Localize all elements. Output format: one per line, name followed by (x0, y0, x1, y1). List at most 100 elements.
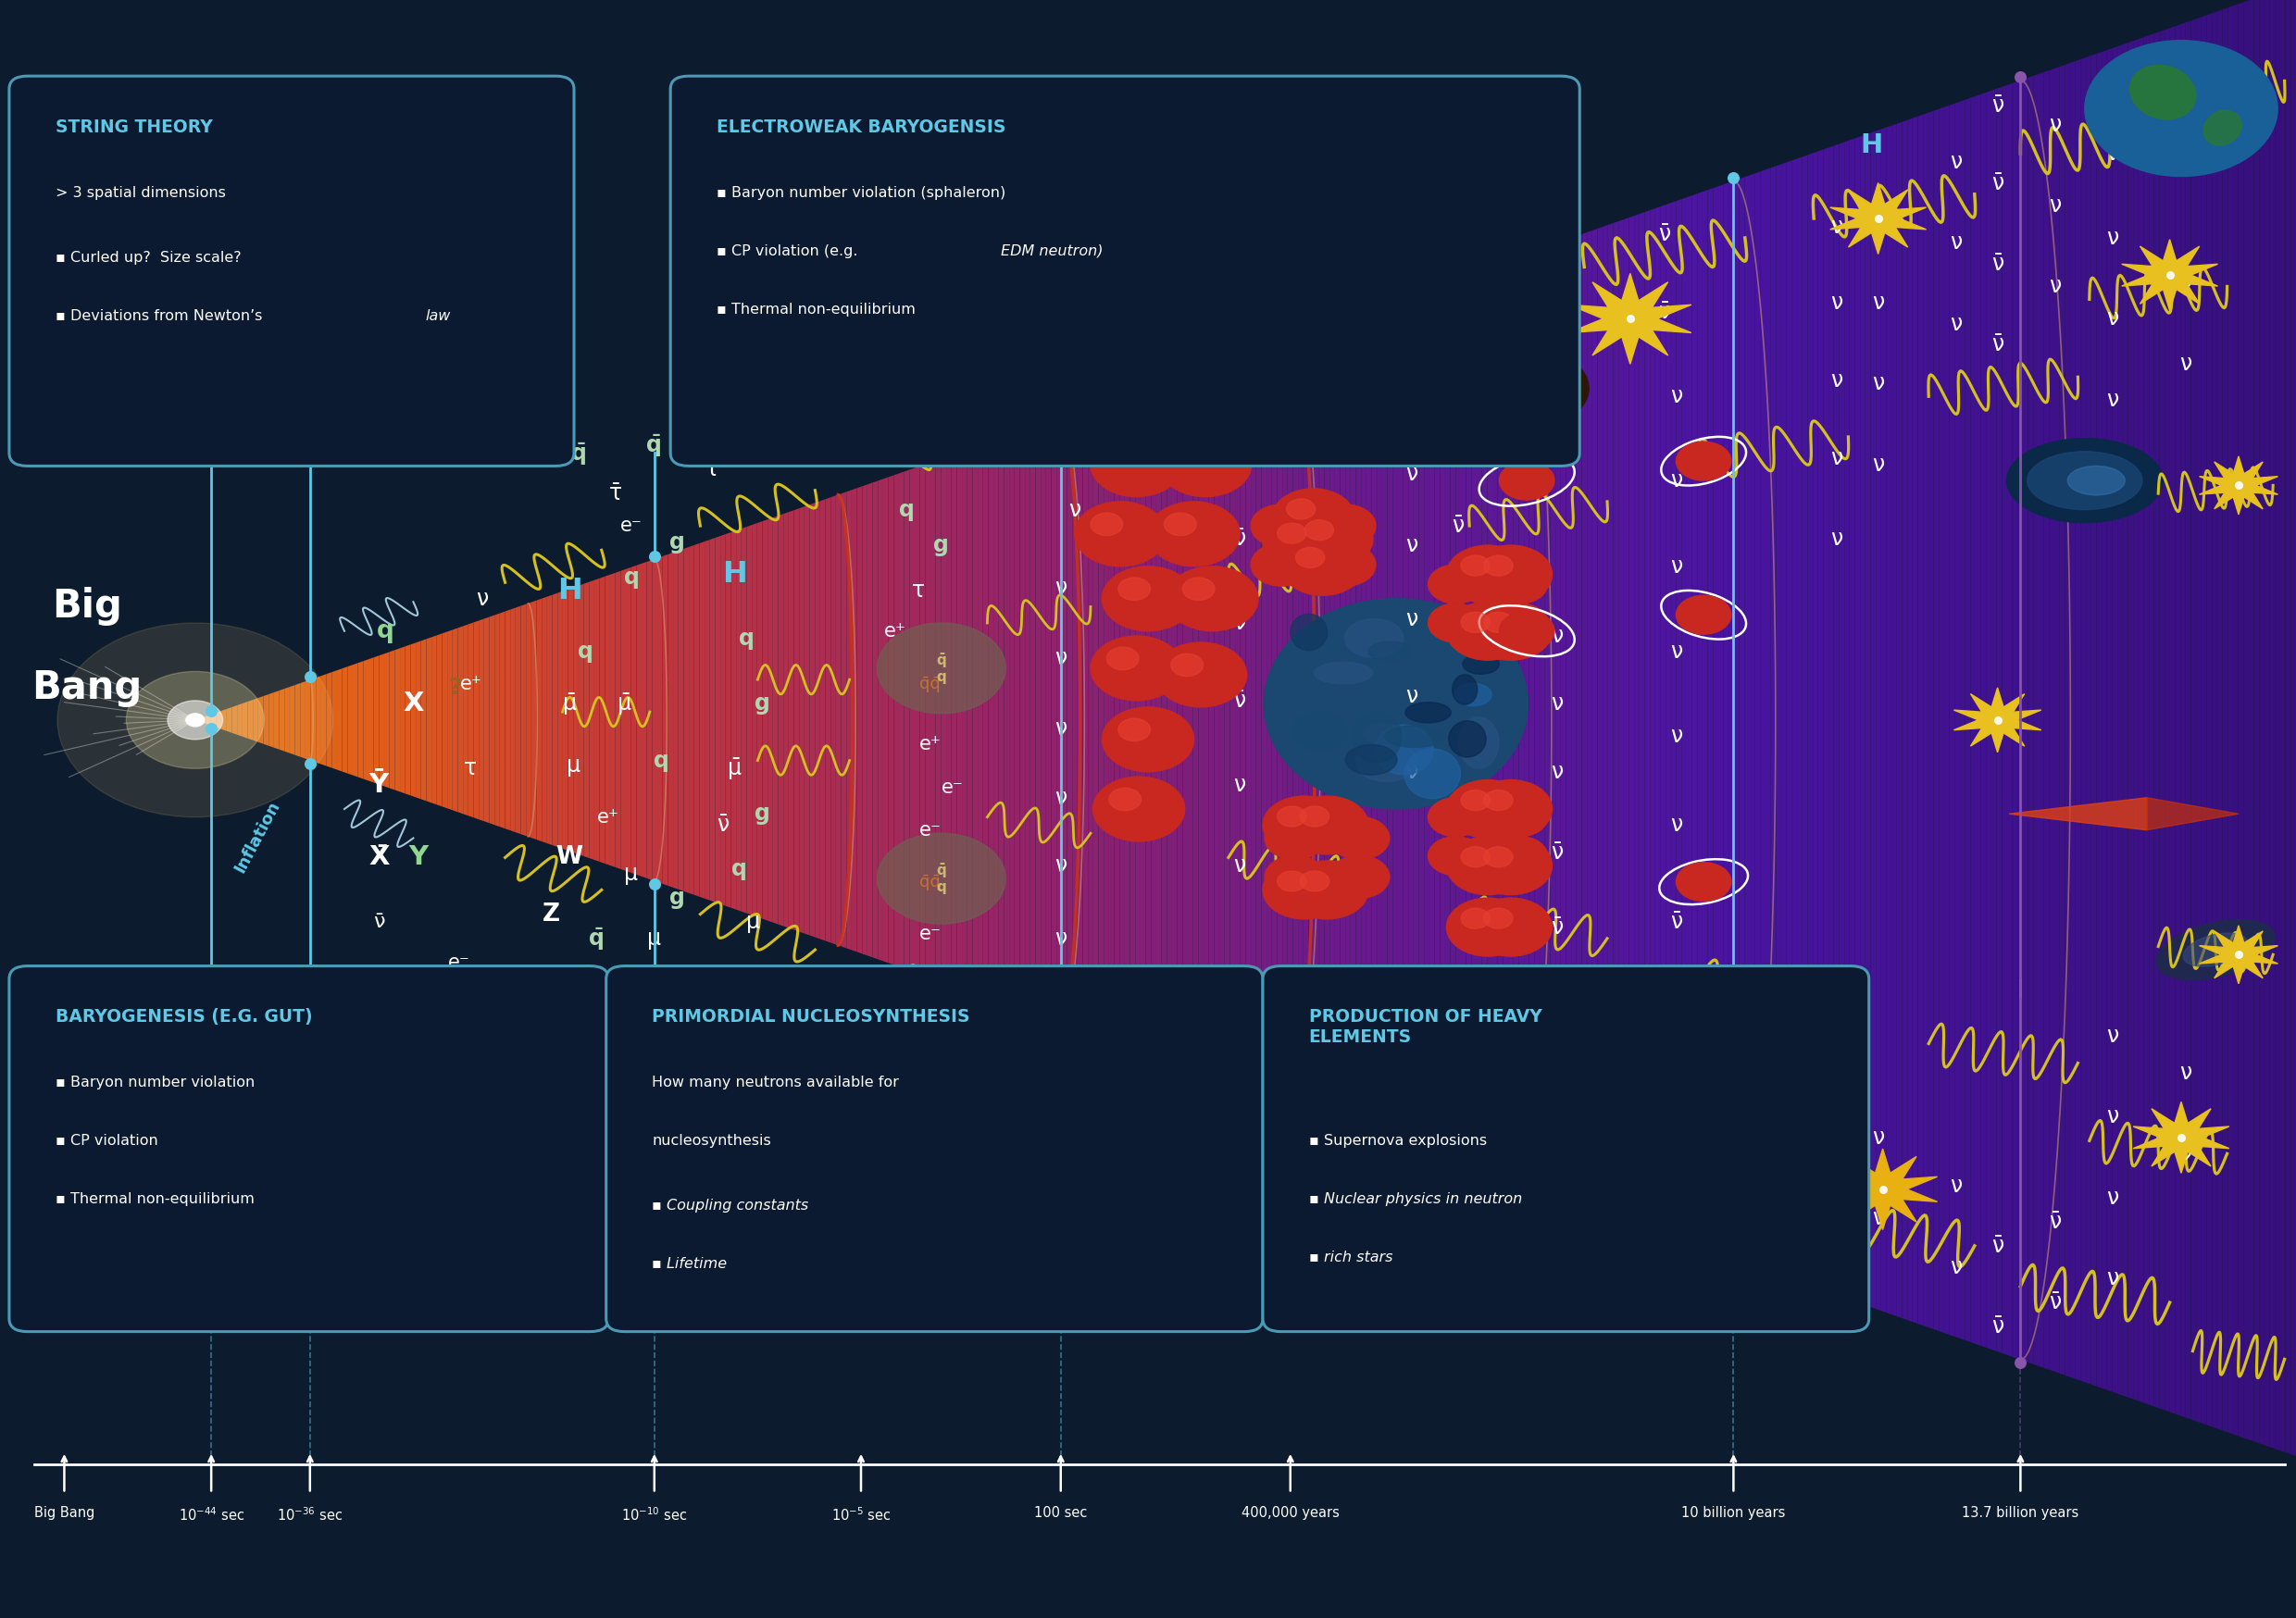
Text: ν: ν (1871, 215, 1885, 238)
Polygon shape (900, 471, 905, 969)
Circle shape (1492, 565, 1548, 604)
Text: ν: ν (1669, 641, 1683, 663)
Polygon shape (1545, 246, 1550, 1194)
Text: ν̄: ν̄ (1233, 689, 1247, 712)
Text: ν: ν (1405, 684, 1419, 707)
Polygon shape (2275, 0, 2280, 1451)
Circle shape (186, 714, 204, 726)
Polygon shape (1676, 199, 1681, 1241)
Polygon shape (1476, 269, 1481, 1171)
Circle shape (1460, 908, 1490, 929)
Polygon shape (709, 537, 714, 903)
Polygon shape (269, 693, 273, 748)
Polygon shape (420, 639, 427, 801)
Circle shape (1171, 654, 1203, 676)
Polygon shape (1917, 115, 1924, 1325)
Polygon shape (2096, 52, 2101, 1388)
Polygon shape (404, 644, 411, 796)
Ellipse shape (1469, 382, 1483, 390)
Ellipse shape (1534, 382, 1566, 398)
Polygon shape (1745, 175, 1750, 1265)
Text: q̄: q̄ (647, 434, 661, 456)
Polygon shape (1407, 293, 1414, 1147)
Ellipse shape (1345, 744, 1396, 775)
Polygon shape (530, 600, 537, 840)
Circle shape (1460, 790, 1490, 811)
Ellipse shape (1352, 712, 1401, 762)
Text: ν: ν (1550, 693, 1564, 715)
Polygon shape (1456, 277, 1460, 1163)
Point (292, 751, 328, 777)
Polygon shape (1582, 233, 1587, 1207)
Polygon shape (1171, 375, 1178, 1065)
Circle shape (1102, 566, 1194, 631)
Polygon shape (1460, 275, 1467, 1165)
Ellipse shape (1458, 717, 1499, 769)
Polygon shape (1929, 110, 1933, 1330)
Text: e⁻: e⁻ (1389, 306, 1412, 325)
Polygon shape (925, 463, 930, 977)
Text: PRIMORDIAL NUCLEOSYNTHESIS: PRIMORDIAL NUCLEOSYNTHESIS (652, 1008, 971, 1026)
Polygon shape (1835, 144, 1839, 1296)
Polygon shape (872, 481, 877, 959)
Circle shape (1169, 379, 1201, 401)
Polygon shape (1288, 335, 1293, 1105)
Text: PRODUCTION OF HEAVY
ELEMENTS: PRODUCTION OF HEAVY ELEMENTS (1309, 1008, 1543, 1045)
Polygon shape (347, 665, 354, 775)
Text: q̄: q̄ (590, 927, 604, 950)
Circle shape (1446, 545, 1529, 604)
Polygon shape (358, 662, 363, 778)
Text: ν̄: ν̄ (1991, 94, 2004, 116)
Polygon shape (567, 587, 574, 853)
Polygon shape (737, 529, 742, 911)
Text: law: law (425, 309, 450, 324)
Text: ν̄: ν̄ (1233, 527, 1247, 550)
Text: BARYOGENESIS (E.G. GUT): BARYOGENESIS (E.G. GUT) (55, 1008, 312, 1026)
Polygon shape (2018, 79, 2023, 1361)
Polygon shape (1933, 108, 1938, 1332)
Point (1042, 401, 1079, 427)
Ellipse shape (1456, 683, 1492, 705)
Text: q̄: q̄ (572, 442, 585, 464)
Ellipse shape (2007, 438, 2163, 523)
Polygon shape (1534, 249, 1541, 1191)
Polygon shape (227, 707, 232, 733)
Text: STRING THEORY: STRING THEORY (55, 118, 211, 136)
Polygon shape (200, 717, 207, 723)
Text: ν: ν (1054, 1065, 1068, 1087)
Text: ν: ν (2105, 1267, 2119, 1290)
Polygon shape (448, 629, 452, 811)
Circle shape (1329, 817, 1389, 859)
Text: e⁻: e⁻ (918, 924, 941, 943)
Text: H: H (558, 576, 581, 605)
Polygon shape (494, 613, 501, 827)
Circle shape (1102, 707, 1194, 772)
Text: ν̄: ν̄ (372, 913, 386, 932)
Circle shape (1428, 565, 1483, 604)
Polygon shape (1513, 256, 1518, 1184)
Text: 13.7 billion years: 13.7 billion years (1963, 1506, 2078, 1521)
Polygon shape (510, 608, 517, 832)
Text: ▪ Nuclear physics in neutron: ▪ Nuclear physics in neutron (1309, 1192, 1522, 1207)
Polygon shape (400, 646, 404, 793)
Circle shape (1176, 443, 1208, 466)
Circle shape (1469, 545, 1552, 604)
Text: ν: ν (1550, 375, 1564, 398)
Polygon shape (1398, 296, 1403, 1144)
Text: ν: ν (1669, 814, 1683, 837)
Text: X: X (402, 691, 425, 717)
Polygon shape (2206, 13, 2211, 1427)
Text: ν̄: ν̄ (1991, 252, 2004, 275)
Point (2002, 1349, 2039, 1375)
Polygon shape (1261, 345, 1267, 1095)
Circle shape (1075, 502, 1166, 566)
Polygon shape (1607, 223, 1614, 1217)
Text: g: g (755, 803, 769, 825)
Polygon shape (1619, 220, 1623, 1220)
Polygon shape (1267, 343, 1272, 1097)
Polygon shape (517, 605, 521, 835)
Polygon shape (627, 568, 631, 872)
Polygon shape (1031, 426, 1035, 1014)
Text: q̄
q: q̄ q (937, 862, 946, 895)
Polygon shape (2165, 28, 2170, 1413)
